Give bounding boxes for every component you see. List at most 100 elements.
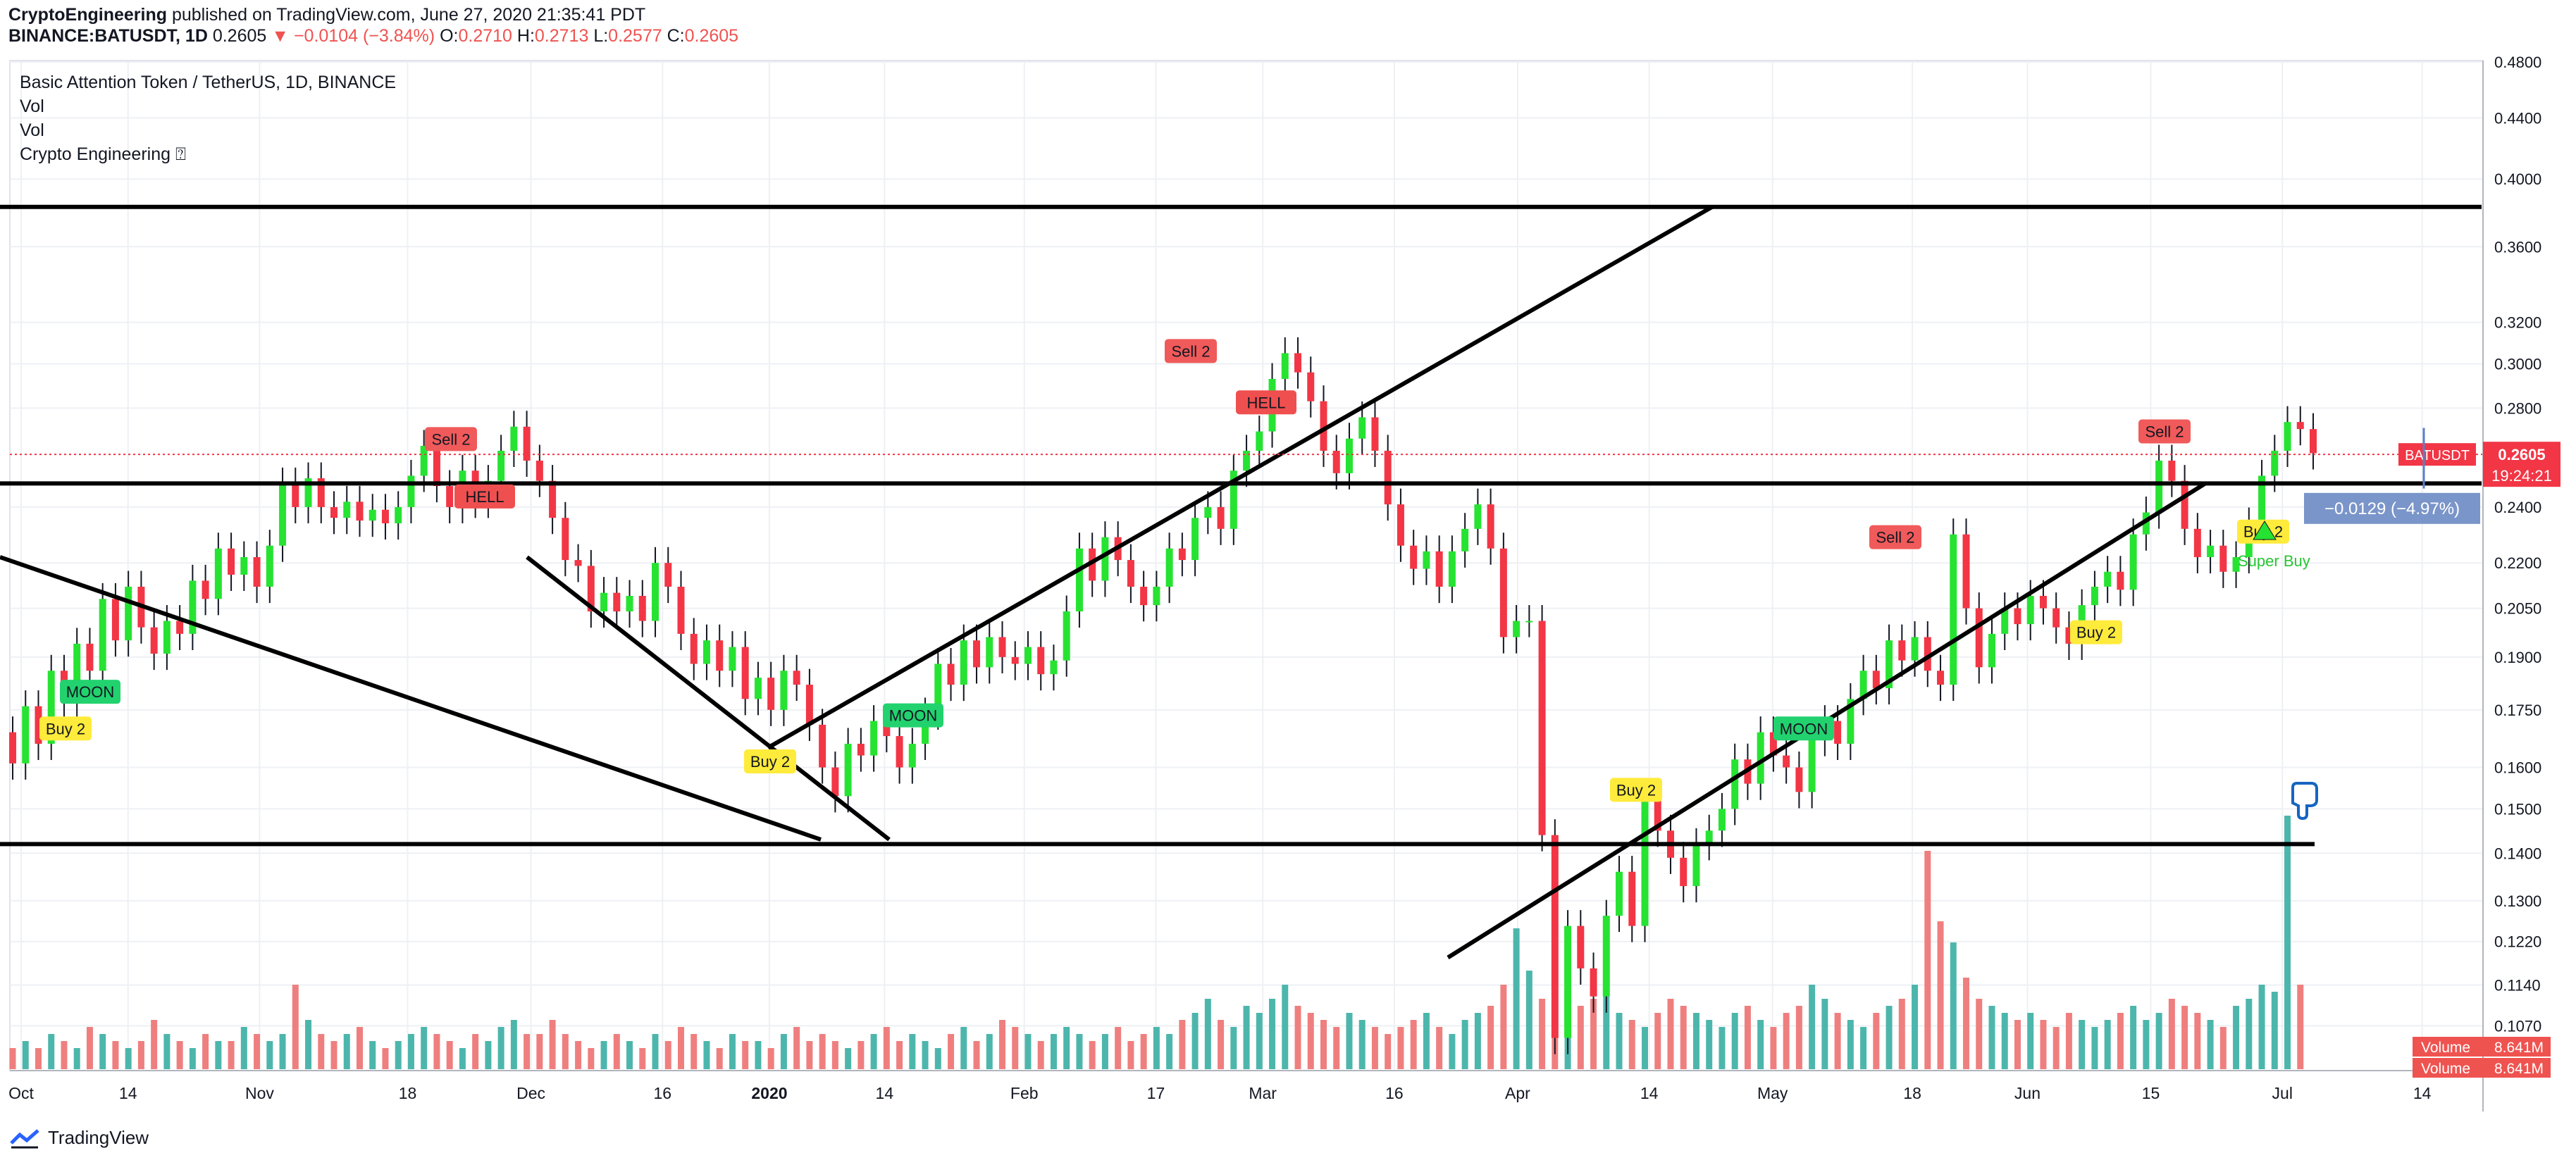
volume-bar xyxy=(664,1041,671,1069)
candle-body xyxy=(163,621,171,654)
volume-bar xyxy=(729,1034,736,1069)
candle-body xyxy=(1731,759,1739,809)
volume-bar xyxy=(2297,985,2304,1069)
trend-line xyxy=(526,555,891,842)
candle-body xyxy=(857,743,865,756)
volume-bar xyxy=(2271,992,2278,1069)
candle-body xyxy=(407,475,415,507)
candle-body xyxy=(1037,647,1045,675)
volume-bar xyxy=(1449,1034,1456,1069)
candle-body xyxy=(189,580,197,634)
legend-indicator: Crypto Engineering ⍰ xyxy=(20,144,186,164)
candle-body xyxy=(986,637,993,668)
close-label: C: xyxy=(667,26,685,46)
volume-bar xyxy=(112,1041,119,1069)
time-tick-label: 14 xyxy=(876,1084,894,1102)
volume-bar xyxy=(2052,1027,2060,1069)
signal-label: Sell 2 xyxy=(1171,342,1210,360)
candle-body xyxy=(1217,506,1225,529)
candle-body xyxy=(2142,512,2150,535)
volume-bar xyxy=(2001,1013,2008,1069)
legend-title: Basic Attention Token / TetherUS, 1D, BI… xyxy=(20,73,397,92)
volume-bar xyxy=(1654,1013,1661,1069)
signal-badge xyxy=(60,680,120,704)
volume-bar xyxy=(742,1041,749,1069)
volume-bar xyxy=(588,1048,595,1069)
candle-body xyxy=(1757,732,1764,784)
volume-bar xyxy=(240,1027,247,1069)
candle-body xyxy=(73,643,81,703)
candle-body xyxy=(1911,637,1919,661)
time-tick-label: 14 xyxy=(2413,1084,2432,1102)
candle-body xyxy=(638,595,646,621)
volume-bar xyxy=(1089,1041,1096,1069)
volume-bar xyxy=(1204,999,1211,1069)
candle-body xyxy=(2091,586,2098,606)
volume-bar xyxy=(1847,1020,1854,1069)
volume-bar xyxy=(767,1048,774,1069)
volume-bar xyxy=(1898,999,1905,1069)
volume-bar xyxy=(2181,1006,2188,1069)
candle-body xyxy=(613,592,621,612)
ohlc-line: BINANCE:BATUSDT, 1D 0.2605 ▼ −0.0104 (−3… xyxy=(8,25,738,46)
volume-bar xyxy=(1680,1006,1687,1069)
time-tick-label: 16 xyxy=(1385,1084,1404,1102)
time-tick-label: 18 xyxy=(1903,1084,1921,1102)
volume-bar xyxy=(1037,1041,1044,1069)
author-name[interactable]: CryptoEngineering xyxy=(8,5,168,25)
signal-label: Sell 2 xyxy=(431,430,470,448)
candle-body xyxy=(1101,537,1109,581)
candle-body xyxy=(111,599,119,641)
signal-label: Buy 2 xyxy=(750,753,790,771)
price-tick-label: 0.1900 xyxy=(2494,649,2541,666)
volume-bar xyxy=(2207,1020,2214,1069)
volume-bar xyxy=(716,1048,723,1069)
candle-body xyxy=(1950,534,1957,685)
time-tick-label: May xyxy=(1757,1084,1788,1102)
hand-shape xyxy=(2291,782,2318,821)
candle-body xyxy=(343,501,351,518)
volume-bar xyxy=(356,1027,363,1069)
price-tick-label: 0.3600 xyxy=(2494,238,2541,256)
low-label: L: xyxy=(593,26,609,46)
chart-header: CryptoEngineering published on TradingVi… xyxy=(8,4,738,46)
footer-brand[interactable]: TradingView xyxy=(10,1127,149,1149)
candle-body xyxy=(523,426,531,461)
volume-bar xyxy=(1924,851,1931,1069)
candle-body xyxy=(1230,471,1237,529)
volume-bar xyxy=(202,1034,209,1069)
candle-body xyxy=(1898,640,1906,661)
candle-body xyxy=(831,767,839,797)
volume-bar xyxy=(1385,1034,1392,1069)
volume-bar xyxy=(2027,1013,2034,1069)
candle-body xyxy=(702,640,710,664)
signal-badge xyxy=(2138,419,2191,444)
publish-info: published on TradingView.com, June 27, 2… xyxy=(171,5,646,25)
volume-bar xyxy=(1885,1006,1893,1069)
candle-body xyxy=(35,706,42,744)
volume-bar xyxy=(1397,1027,1404,1069)
volume-bar xyxy=(2143,1020,2150,1069)
volume-bar xyxy=(536,1034,543,1069)
candle-body xyxy=(1281,353,1289,379)
candle-body xyxy=(240,556,248,575)
candle-body xyxy=(754,678,762,699)
tradingview-logo-icon xyxy=(10,1128,39,1148)
candle-body xyxy=(9,732,16,764)
volume-bar xyxy=(1963,978,1970,1069)
volume-bar xyxy=(1024,1034,1032,1069)
candle-body xyxy=(433,446,440,487)
volume-bar xyxy=(1487,1006,1494,1069)
volume-bar xyxy=(1153,1027,1160,1069)
down-triangle-icon: ▼ xyxy=(271,26,289,46)
volume-bar xyxy=(61,1041,68,1069)
candle-body xyxy=(1153,586,1160,606)
candle-body xyxy=(1307,372,1315,401)
high-label: H: xyxy=(516,26,535,46)
time-tick-label: Jun xyxy=(2014,1084,2041,1102)
candle-body xyxy=(2104,571,2112,587)
time-tick-label: Dec xyxy=(516,1084,545,1102)
time-tick-label: 16 xyxy=(653,1084,671,1102)
volume-bar xyxy=(986,1034,993,1069)
